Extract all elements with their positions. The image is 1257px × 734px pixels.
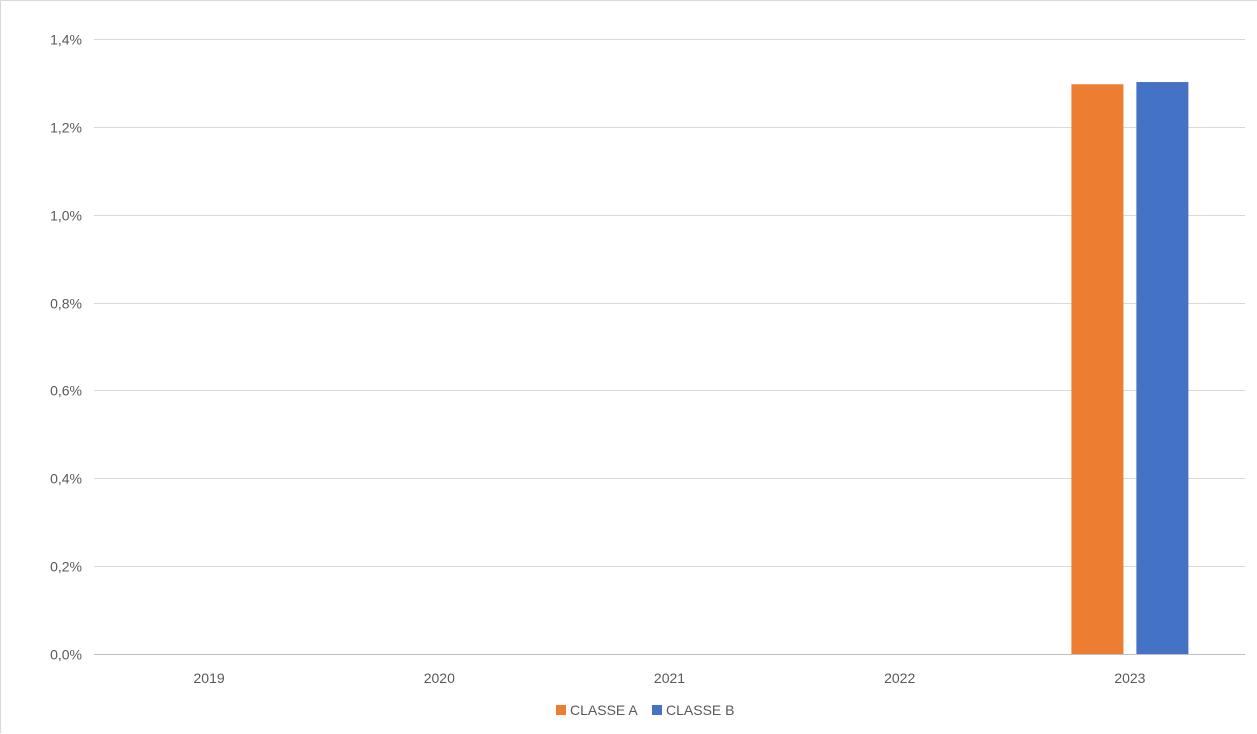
legend-swatch-classe-b (652, 705, 662, 715)
legend-label-classe-a: CLASSE A (570, 702, 638, 718)
y-tick-label: 1,4% (50, 32, 82, 48)
gridlines (94, 39, 1245, 655)
y-tick-label: 1,0% (50, 208, 82, 224)
y-tick-label: 1,2% (50, 120, 82, 136)
x-tick-label: 2022 (884, 670, 915, 686)
x-tick-label: 2023 (1114, 670, 1145, 686)
y-tick-label: 0,2% (50, 559, 82, 575)
bar-classe-b-2023 (1136, 82, 1189, 655)
y-tick-label: 0,8% (50, 296, 82, 312)
bars (1071, 82, 1189, 655)
y-axis-tick-labels: 0,0% 0,2% 0,4% 0,6% 0,8% 1,0% 1,2% 1,4% (50, 32, 82, 663)
y-tick-label: 0,6% (50, 383, 82, 399)
y-tick-label: 0,0% (50, 647, 82, 663)
legend-swatch-classe-a (556, 705, 566, 715)
legend-label-classe-b: CLASSE B (666, 702, 734, 718)
x-tick-label: 2021 (654, 670, 685, 686)
x-tick-label: 2019 (194, 670, 225, 686)
x-tick-label: 2020 (424, 670, 455, 686)
y-tick-label: 0,4% (50, 471, 82, 487)
x-axis-tick-labels: 2019 2020 2021 2022 2023 (194, 670, 1146, 686)
bar-classe-a-2023 (1071, 84, 1124, 654)
legend: CLASSE A CLASSE B (556, 702, 734, 718)
